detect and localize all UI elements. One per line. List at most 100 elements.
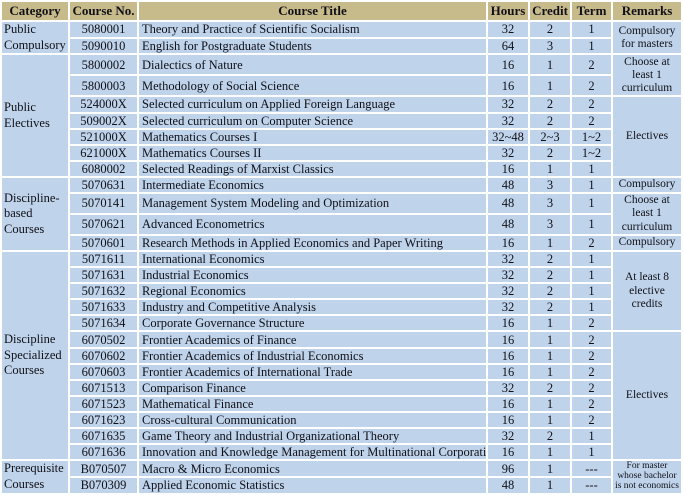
hours-cell: 48 [488,477,528,493]
course-no-cell: 5070631 [70,177,137,192]
credit-cell: 1 [530,161,570,176]
course-title-cell: Game Theory and Industrial Organizationa… [139,429,486,444]
course-row: Prerequisite Courses B070507 Macro & Micro… [2,461,681,493]
course-row: 6070602 Frontier Academics of Industrial … [2,348,681,363]
hours-cell: 16 [488,332,528,347]
hours-cell: 48 [488,214,528,234]
course-row: 6071623 Cross-cultural Communication 16 1 2 [2,412,681,428]
category-cell: Public Electives [2,55,68,176]
term-cell: 1 [572,177,611,192]
credit-cell: 1 [530,55,570,75]
course-title-cell: Selected Readings of Marxist Classics [139,161,486,176]
category-cell: Discipline-based Courses [2,177,68,250]
course-title-cell: Industrial Economics [139,268,486,283]
course-no-cell: 521000X [70,129,137,144]
course-row: Discipline-based Courses 5070631 Intermedi… [2,177,681,250]
course-row: 6080002 Selected Readings of Marxist Clas… [2,161,681,176]
course-title-cell: International Economics [139,252,486,267]
hours-cell: 32 [488,22,528,37]
course-no-cell: 6071636 [70,445,137,460]
course-row: 6071523 Mathematical Finance 16 1 2 [2,396,681,411]
course-title-cell: Mathematical Finance [139,396,486,411]
credit-cell: 3 [530,214,570,234]
hours-cell: 16 [488,348,528,363]
course-title-cell: Theory and Practice of Scientific Social… [139,22,486,37]
credit-cell: 2 [530,113,570,128]
course-title-cell: Research Methods in Applied Economics an… [139,235,486,250]
course-no-cell: 6080002 [70,161,137,176]
course-row: 5090010 English for Postgraduate Students… [2,38,681,54]
course-no-cell: 5071632 [70,284,137,299]
hours-cell: 48 [488,177,528,192]
hours-cell: 16 [488,396,528,411]
term-cell: 1~2 [572,129,611,144]
remark-cell: Electives [613,97,681,176]
course-no-cell: B070309 [70,477,137,493]
term-cell: 2 [572,348,611,363]
credit-cell: 2 [530,22,570,37]
course-no-cell: 5090010 [70,38,137,54]
category-cell: Prerequisite Courses [2,461,68,493]
term-cell: --- [572,477,611,493]
hours-cell: 16 [488,76,528,96]
remark-cell: Compulsory [613,235,681,250]
hours-cell: 32~48 [488,129,528,144]
hours-cell: 16 [488,316,528,331]
course-title-cell: Management System Modeling and Optimizat… [139,193,486,213]
remark-cell: Compulsory [613,177,681,192]
course-title-cell: Regional Economics [139,284,486,299]
course-row: 6071513 Comparison Finance 32 2 2 [2,380,681,395]
course-no-cell: 509002X [70,113,137,128]
credit-cell: 2 [530,145,570,160]
course-title-cell: Corporate Governance Structure [139,316,486,331]
hours-cell: 16 [488,55,528,75]
course-no-cell: 6071523 [70,396,137,411]
course-no-cell: 524000X [70,97,137,112]
term-cell: 1 [572,38,611,54]
credit-cell: 1 [530,235,570,250]
hours-cell: 64 [488,38,528,54]
term-cell: 1 [572,193,611,213]
hours-cell: 32 [488,429,528,444]
term-cell: 2 [572,380,611,395]
course-row: 6071635 Game Theory and Industrial Organi… [2,429,681,444]
credit-cell: 1 [530,348,570,363]
table-body: Public Compulsory 5080001 Theory and Pract… [2,22,681,493]
course-row: 5070141 Management System Modeling and Op… [2,193,681,234]
term-cell: 1 [572,284,611,299]
credit-cell: 1 [530,76,570,96]
course-title-cell: Comparison Finance [139,380,486,395]
term-cell: 1 [572,22,611,37]
course-no-cell: 5071611 [70,252,137,267]
term-cell: 2 [572,412,611,428]
credit-cell: 3 [530,177,570,192]
course-title-cell: Selected curriculum on Applied Foreign L… [139,97,486,112]
term-cell: 1 [572,429,611,444]
term-cell: 2 [572,76,611,96]
course-no-cell: 6071635 [70,429,137,444]
course-row: 621000X Mathematics Courses II 32 2 1~2 [2,145,681,160]
credit-cell: 2 [530,284,570,299]
hours-cell: 48 [488,193,528,213]
course-row: 509002X Selected curriculum on Computer S… [2,113,681,128]
term-cell: 1 [572,300,611,315]
course-no-cell: 6071623 [70,412,137,428]
course-title-cell: Industry and Competitive Analysis [139,300,486,315]
credit-cell: 2~3 [530,129,570,144]
remark-cell: Choose at least 1 curriculum [613,193,681,234]
course-row: 5070601 Research Methods in Applied Econo… [2,235,681,250]
course-no-cell: 5800002 [70,55,137,75]
credit-cell: 2 [530,380,570,395]
credit-cell: 2 [530,268,570,283]
credit-cell: 1 [530,477,570,493]
course-row: 5070621 Advanced Econometrics 48 3 1 [2,214,681,234]
credit-cell: 1 [530,316,570,331]
hours-cell: 32 [488,268,528,283]
term-cell: 1~2 [572,145,611,160]
course-title-cell: Macro & Micro Economics [139,461,486,476]
course-title-cell: Mathematics Courses I [139,129,486,144]
credit-cell: 2 [530,97,570,112]
hours-cell: 96 [488,461,528,476]
header-category: Category [2,2,68,20]
credit-cell: 3 [530,193,570,213]
